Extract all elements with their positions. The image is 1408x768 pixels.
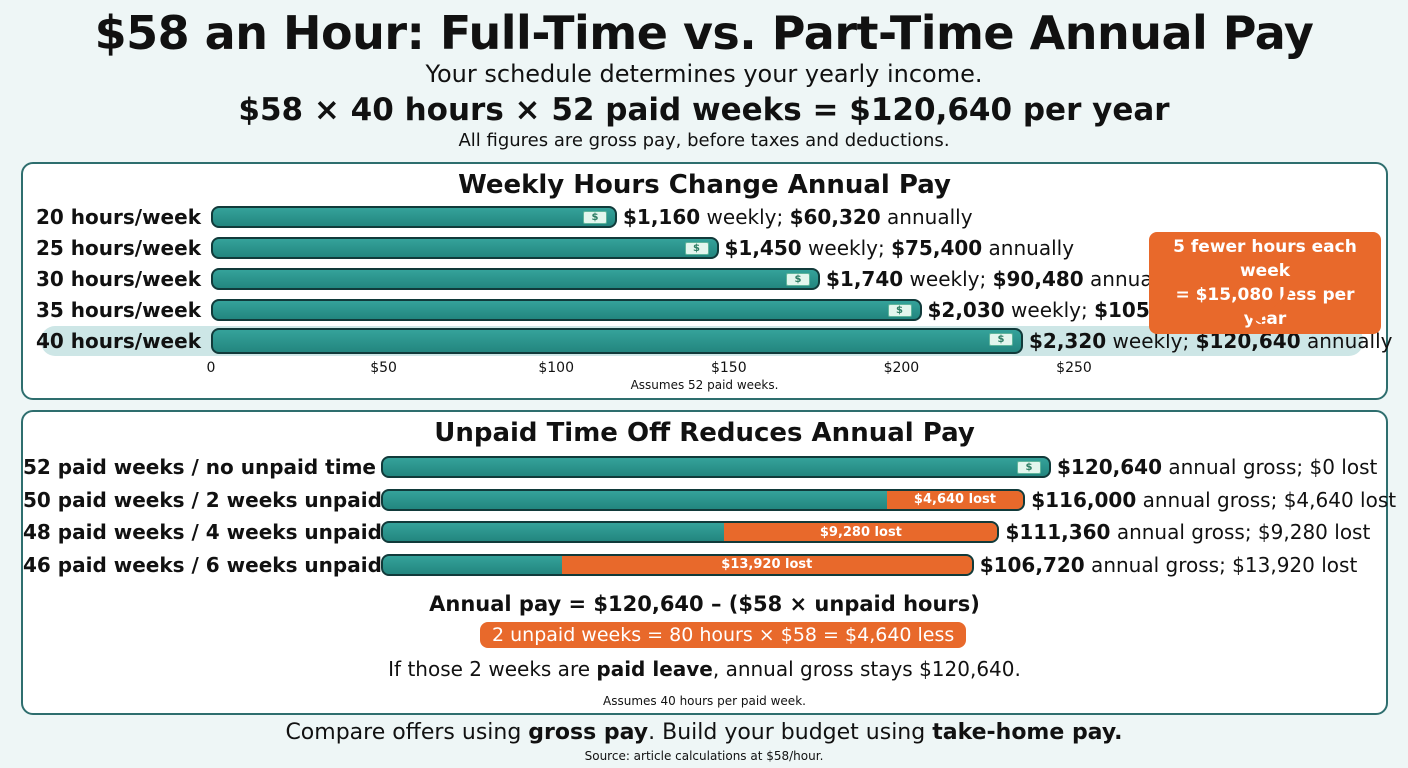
x-tick-label: 0 — [206, 360, 216, 376]
money-icon: $ — [684, 242, 709, 255]
annual-gross-summary: annual gross; $0 lost — [1162, 455, 1378, 479]
unpaid-row-label: 52 paid weeks / no unpaid time — [23, 455, 376, 479]
annual-gross-amount: $111,360 — [1005, 520, 1111, 544]
annual-gross-amount: $106,720 — [979, 552, 1085, 577]
money-icon: $ — [1017, 461, 1041, 474]
footer-pre: Compare offers using — [285, 720, 529, 745]
weekly-row-label: 30 hours/week — [36, 267, 201, 291]
weekly-chart-title: Weekly Hours Change Annual Pay — [458, 170, 951, 200]
annual-gross-summary: annual gross; $9,280 lost — [1110, 520, 1371, 544]
weekly-bar: $ — [211, 328, 1023, 354]
money-icon: $ — [583, 211, 607, 224]
money-icon: $ — [786, 273, 810, 286]
arrow-icon — [1248, 285, 1291, 324]
weekly-bar: $ — [211, 237, 719, 259]
annual-word: annually — [982, 236, 1075, 260]
footer-mid: . Build your budget using — [648, 720, 933, 745]
unpaid-time-panel: Unpaid Time Off Reduces Annual Pay 52 pa… — [21, 410, 1396, 715]
weekly-amount: $1,160 — [623, 205, 701, 229]
unpaid-value-label: $106,720 annual gross; $13,920 lost — [980, 553, 1358, 577]
x-tick-label: $100 — [538, 360, 575, 376]
unpaid-bar: $9,280 lost — [381, 521, 1000, 543]
unpaid-bar: $ — [381, 456, 1051, 478]
headline-formula: $58 × 40 hours × 52 paid weeks = $120,64… — [238, 92, 1170, 128]
weekly-bar: $ — [211, 268, 820, 290]
weekly-amount: $1,740 — [826, 267, 904, 291]
footer-source: Source: article calculations at $58/hour… — [584, 749, 824, 763]
weekly-bar: $ — [211, 206, 617, 228]
unpaid-value-label: $120,640 annual gross; $0 lost — [1057, 455, 1377, 479]
annual-word: annually — [880, 205, 973, 229]
footer-bold-gross: gross pay — [528, 720, 649, 745]
weekly-word: weekly; — [700, 205, 790, 229]
lost-segment: $13,920 lost — [561, 555, 972, 574]
weekly-row-label: 25 hours/week — [36, 236, 201, 260]
weekly-word: weekly; — [801, 236, 892, 260]
weekly-value-label: $1,450 weekly; $75,400 annually — [725, 236, 1075, 260]
paid-leave-post: , annual gross stays $120,640. — [712, 657, 1021, 681]
weekly-row-label: 35 hours/week — [36, 298, 201, 322]
unpaid-chart-title: Unpaid Time Off Reduces Annual Pay — [434, 418, 975, 448]
weekly-footnote: Assumes 52 paid weeks. — [630, 378, 779, 392]
weekly-row-label: 20 hours/week — [36, 205, 201, 229]
weekly-value-label: $1,160 weekly; $60,320 annually — [623, 205, 973, 229]
weekly-value-label: $1,740 weekly; $90,480 annually — [826, 267, 1176, 291]
x-tick-label: $200 — [883, 360, 920, 376]
annual-amount: $60,320 — [789, 205, 881, 229]
weekly-word: weekly; — [903, 267, 993, 291]
x-tick-label: $250 — [1056, 360, 1092, 376]
unpaid-footnote: Assumes 40 hours per paid week. — [603, 694, 806, 708]
weekly-amount: $1,450 — [724, 236, 802, 260]
footer-bold-takehome: take-home pay. — [932, 720, 1123, 745]
money-icon: $ — [887, 304, 912, 317]
paid-leave-note: If those 2 weeks are paid leave, annual … — [23, 657, 1386, 681]
page-title: $58 an Hour: Full-Time vs. Part-Time Ann… — [94, 6, 1314, 60]
page-subtitle: Your schedule determines your yearly inc… — [425, 60, 983, 88]
weekly-row-label: 40 hours/week — [36, 329, 201, 353]
annual-amount: $90,480 — [992, 267, 1084, 291]
lost-segment: $9,280 lost — [724, 523, 998, 541]
unpaid-bar: $4,640 lost — [381, 488, 1026, 511]
annual-gross-summary: annual gross; $4,640 lost — [1136, 487, 1397, 512]
unpaid-value-label: $116,000 annual gross; $4,640 lost — [1031, 488, 1396, 512]
paid-leave-bold: paid leave — [596, 657, 713, 681]
unpaid-value-label: $111,360 annual gross; $9,280 lost — [1005, 520, 1370, 544]
unpaid-row-label: 46 paid weeks / 6 weeks unpaid — [23, 552, 382, 577]
unpaid-row-label: 50 paid weeks / 2 weeks unpaid — [23, 487, 382, 512]
weekly-amount: $2,030 — [927, 298, 1005, 322]
hours-callout: 5 fewer hours each week = $15,080 less p… — [1149, 232, 1381, 334]
unpaid-example-pill: 2 unpaid weeks = 80 hours × $58 = $4,640… — [480, 622, 967, 648]
weekly-hours-panel: Weekly Hours Change Annual Pay 20 hours/… — [21, 162, 1392, 400]
x-tick-label: $50 — [370, 360, 397, 376]
unpaid-bar: $13,920 lost — [381, 553, 974, 576]
unpaid-formula: Annual pay = $120,640 – ($58 × unpaid ho… — [429, 592, 980, 616]
weekly-amount: $2,320 — [1029, 329, 1107, 353]
annual-gross-amount: $116,000 — [1031, 487, 1137, 512]
money-icon: $ — [989, 333, 1013, 346]
paid-leave-pre: If those 2 weeks are — [388, 657, 597, 681]
callout-line-1: 5 fewer hours each week — [1173, 237, 1357, 281]
gross-pay-note: All figures are gross pay, before taxes … — [458, 130, 950, 151]
annual-gross-amount: $120,640 — [1057, 455, 1163, 479]
weekly-word: weekly; — [1004, 298, 1095, 322]
x-tick-label: $150 — [710, 360, 747, 376]
unpaid-row-label: 48 paid weeks / 4 weeks unpaid — [23, 520, 382, 544]
annual-gross-summary: annual gross; $13,920 lost — [1084, 552, 1358, 577]
footer-advice: Compare offers using gross pay. Build yo… — [0, 720, 1408, 745]
weekly-bar: $ — [211, 299, 922, 321]
lost-segment: $4,640 lost — [886, 490, 1024, 509]
annual-amount: $75,400 — [891, 236, 983, 260]
